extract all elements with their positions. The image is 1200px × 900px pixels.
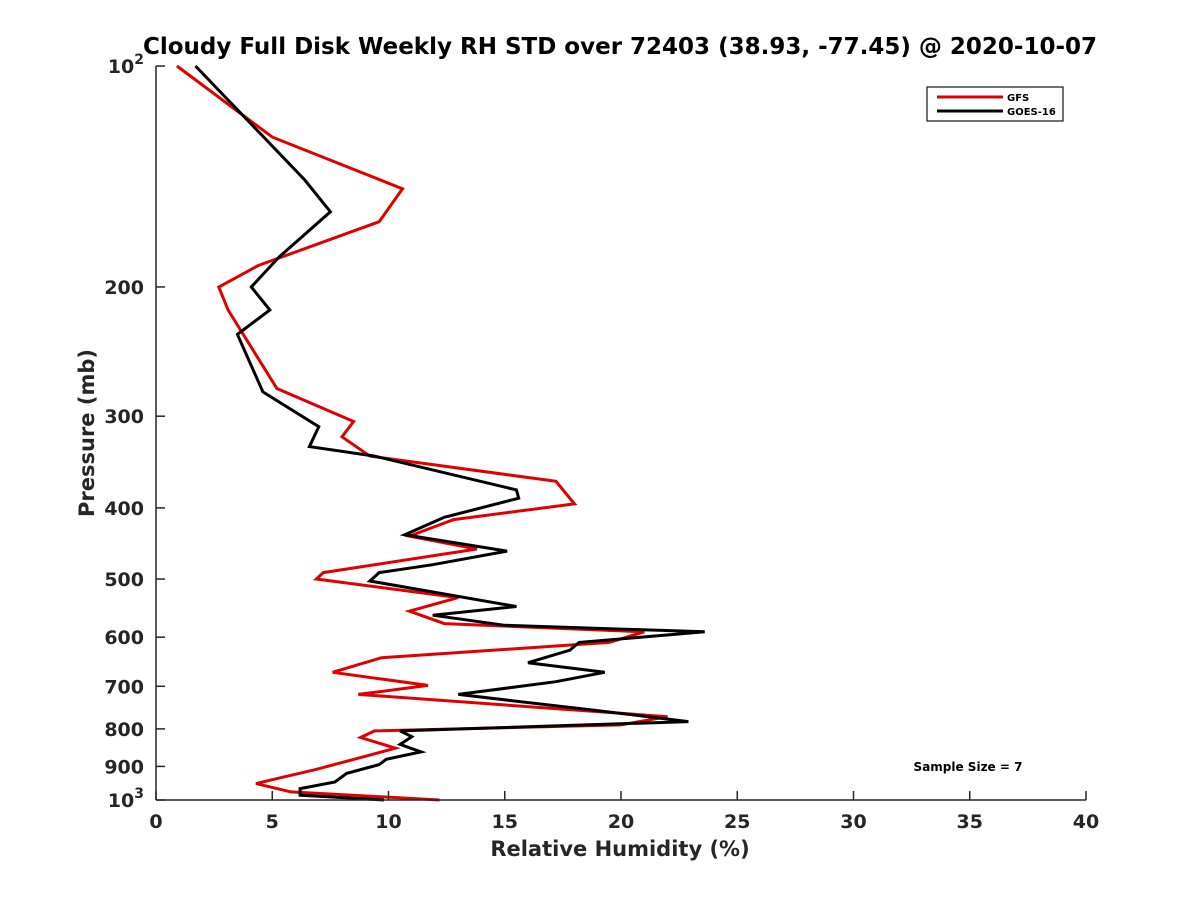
y-tick-label: 200 (104, 277, 144, 299)
x-tick-label: 15 (492, 811, 518, 833)
x-tick-label: 40 (1073, 811, 1099, 833)
y-tick-label: 800 (104, 719, 144, 741)
legend-label-goes-16: GOES-16 (1007, 107, 1056, 118)
y-tick-label: 103 (108, 786, 144, 812)
y-tick-label: 300 (104, 406, 144, 428)
sample-size-annotation: Sample Size = 7 (914, 760, 1023, 774)
y-tick-label: 900 (104, 756, 144, 778)
x-tick-label: 0 (149, 811, 162, 833)
series-layer (176, 64, 705, 802)
y-tick-label: 102 (108, 52, 144, 78)
x-tick-label: 10 (375, 811, 401, 833)
axes-layer: 0 5 10 15 20 25 30 35 40 102 200 300 400 500 600 700 800… (104, 52, 1099, 833)
y-tick-label: 600 (104, 627, 144, 649)
y-tick-label: 400 (104, 498, 144, 520)
legend: GFS GOES-16 (926, 86, 1064, 122)
x-tick-label: 25 (724, 811, 750, 833)
y-tick-label: 500 (104, 569, 144, 591)
series-line-gfs (176, 64, 668, 802)
y-axis-label: Pressure (mb) (75, 349, 99, 517)
x-tick-label: 30 (840, 811, 866, 833)
x-tick-label: 5 (266, 811, 279, 833)
x-tick-label: 20 (608, 811, 634, 833)
x-axis-label: Relative Humidity (%) (490, 837, 749, 861)
chart-title: Cloudy Full Disk Weekly RH STD over 7240… (143, 34, 1097, 60)
series-line-goes-16 (194, 64, 705, 802)
legend-label-gfs: GFS (1007, 93, 1029, 104)
legend-box (926, 86, 1064, 122)
x-tick-label: 35 (957, 811, 983, 833)
y-tick-label: 700 (104, 676, 144, 698)
